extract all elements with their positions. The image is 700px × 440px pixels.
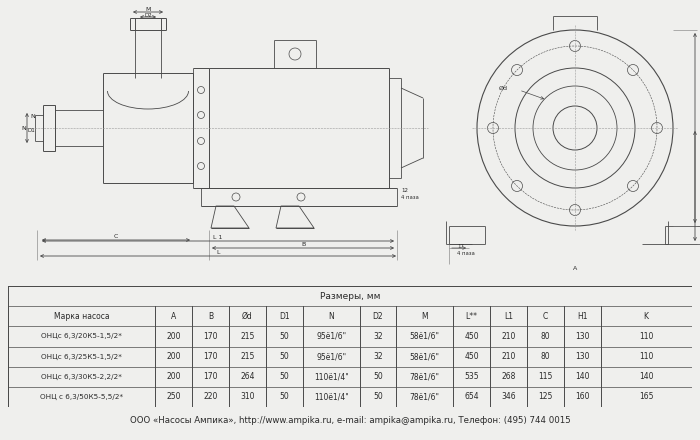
Text: D2: D2 — [372, 312, 384, 321]
Text: Размеры, мм: Размеры, мм — [320, 292, 380, 301]
Text: D1: D1 — [279, 312, 290, 321]
Text: 17: 17 — [457, 243, 464, 249]
Text: C: C — [542, 312, 548, 321]
Text: 165: 165 — [639, 392, 653, 401]
Text: D1: D1 — [27, 128, 35, 132]
Text: 12: 12 — [401, 187, 408, 193]
Text: 170: 170 — [204, 332, 218, 341]
Text: 215: 215 — [240, 332, 255, 341]
Text: 170: 170 — [204, 372, 218, 381]
Text: 50: 50 — [279, 352, 289, 361]
Text: A: A — [171, 312, 176, 321]
Text: D2: D2 — [144, 12, 152, 18]
Text: 200: 200 — [167, 372, 181, 381]
Text: L**: L** — [466, 312, 477, 321]
Text: L: L — [216, 249, 220, 254]
Text: 140: 140 — [639, 372, 653, 381]
Text: 95ё1/6": 95ё1/6" — [316, 332, 346, 341]
Text: Марка насоса: Марка насоса — [54, 312, 110, 321]
Text: 535: 535 — [464, 372, 479, 381]
Text: M: M — [146, 7, 150, 12]
Text: 115: 115 — [538, 372, 552, 381]
Text: 32: 32 — [373, 332, 383, 341]
Text: 140: 140 — [575, 372, 589, 381]
Text: ОНЦс 6,3/20К5-1,5/2*: ОНЦс 6,3/20К5-1,5/2* — [41, 334, 122, 340]
Text: 450: 450 — [464, 332, 479, 341]
Text: N: N — [328, 312, 334, 321]
Text: 50: 50 — [279, 332, 289, 341]
Text: 215: 215 — [240, 352, 255, 361]
Text: 160: 160 — [575, 392, 589, 401]
Text: 4 паза: 4 паза — [457, 250, 475, 256]
Text: 110: 110 — [639, 352, 653, 361]
Text: 80: 80 — [540, 332, 550, 341]
Text: Ød: Ød — [242, 312, 253, 321]
Text: 200: 200 — [167, 352, 181, 361]
Text: 78ё1/6": 78ё1/6" — [410, 372, 440, 381]
Text: ООО «Насосы Ампика», http://www.ampika.ru, e-mail: ampika@ampika.ru, Телефон: (4: ООО «Насосы Ампика», http://www.ampika.r… — [130, 416, 570, 425]
Text: Ød: Ød — [498, 85, 508, 91]
Text: B: B — [301, 242, 305, 246]
Text: L 1: L 1 — [214, 235, 223, 239]
Text: 346: 346 — [501, 392, 516, 401]
Text: 200: 200 — [167, 332, 181, 341]
Text: N: N — [30, 114, 35, 118]
Text: 110: 110 — [639, 332, 653, 341]
Text: 78ё1/6": 78ё1/6" — [410, 392, 440, 401]
Text: 450: 450 — [464, 352, 479, 361]
Text: 250: 250 — [167, 392, 181, 401]
Text: 50: 50 — [279, 392, 289, 401]
Text: 110ё1/4": 110ё1/4" — [314, 372, 349, 381]
Text: 50: 50 — [279, 372, 289, 381]
Text: 220: 220 — [204, 392, 218, 401]
Text: N: N — [22, 125, 27, 131]
Text: H1: H1 — [577, 312, 587, 321]
Text: 58ё1/6": 58ё1/6" — [410, 352, 440, 361]
Text: 50: 50 — [373, 372, 383, 381]
Text: 32: 32 — [373, 352, 383, 361]
Text: 58ё1/6": 58ё1/6" — [410, 332, 440, 341]
Text: 110ё1/4": 110ё1/4" — [314, 392, 349, 401]
Text: 310: 310 — [240, 392, 255, 401]
Text: 264: 264 — [240, 372, 255, 381]
Text: ОНЦ с 6,3/50К5-5,5/2*: ОНЦ с 6,3/50К5-5,5/2* — [41, 394, 123, 400]
Text: 4 паза: 4 паза — [401, 194, 419, 199]
Text: 210: 210 — [501, 332, 516, 341]
Text: ОНЦс 6,3/25К5-1,5/2*: ОНЦс 6,3/25К5-1,5/2* — [41, 353, 122, 359]
Text: C: C — [114, 234, 118, 238]
Text: B: B — [208, 312, 213, 321]
Text: 80: 80 — [540, 352, 550, 361]
Text: 170: 170 — [204, 352, 218, 361]
Text: 130: 130 — [575, 352, 589, 361]
Text: 654: 654 — [464, 392, 479, 401]
Text: 95ё1/6": 95ё1/6" — [316, 352, 346, 361]
Text: 268: 268 — [501, 372, 516, 381]
Text: 210: 210 — [501, 352, 516, 361]
Text: M: M — [421, 312, 428, 321]
Text: L1: L1 — [504, 312, 513, 321]
Text: 50: 50 — [373, 392, 383, 401]
Text: 130: 130 — [575, 332, 589, 341]
Text: 125: 125 — [538, 392, 552, 401]
Text: K: K — [644, 312, 649, 321]
Text: ОНЦс 6,3/30К5-2,2/2*: ОНЦс 6,3/30К5-2,2/2* — [41, 374, 122, 380]
Text: A: A — [573, 265, 577, 271]
